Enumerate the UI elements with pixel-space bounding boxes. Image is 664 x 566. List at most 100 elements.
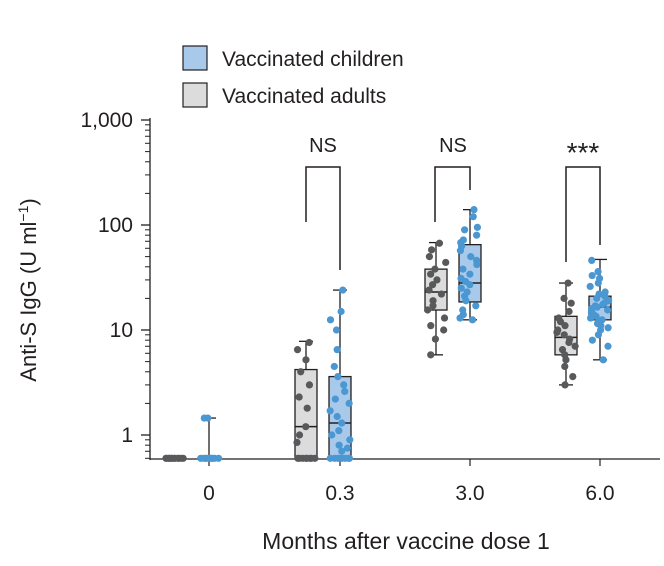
point-adults-0 (174, 454, 183, 462)
point-children-0 (214, 454, 223, 462)
point-adults-3.0 (427, 270, 435, 278)
point-adults-0.3 (305, 338, 313, 347)
point-adults-0.3 (302, 454, 310, 462)
data-points (162, 206, 613, 462)
y-axis-label-text: Anti-S IgG (U ml (16, 222, 41, 382)
point-children-0.3 (328, 431, 336, 439)
point-children-0.3 (338, 419, 346, 427)
point-adults-3.0 (423, 306, 432, 314)
point-children-0.3 (340, 381, 348, 389)
point-adults-3.0 (440, 314, 449, 322)
point-children-0.3 (345, 454, 354, 462)
point-children-3.0 (473, 260, 481, 269)
point-children-0.3 (333, 412, 341, 421)
point-children-0.3 (326, 407, 334, 415)
point-children-6.0 (592, 312, 600, 320)
point-children-0 (200, 414, 208, 422)
significance-brackets: NS NS *** (305, 135, 601, 270)
point-children-0.3 (335, 427, 343, 435)
point-adults-3.0 (427, 322, 435, 330)
y-minor-ticks (145, 124, 150, 459)
point-children-3.0 (462, 297, 470, 305)
point-children-6.0 (588, 336, 597, 344)
point-adults-3.0 (428, 246, 436, 254)
point-children-3.0 (457, 284, 465, 292)
point-children-0.3 (339, 286, 347, 294)
point-adults-6.0 (561, 381, 569, 389)
point-children-0.3 (334, 372, 342, 381)
point-children-6.0 (604, 306, 612, 314)
point-children-3.0 (467, 253, 475, 261)
box-plots (197, 209, 612, 460)
y-tick-label-10: 10 (110, 319, 133, 342)
point-adults-6.0 (560, 294, 568, 302)
point-adults-3.0 (431, 265, 439, 273)
point-adults-3.0 (429, 281, 437, 289)
significance-label-3.0: NS (439, 135, 467, 157)
point-children-6.0 (594, 279, 602, 287)
y-axis-label-superscript: −1 (15, 205, 31, 221)
significance-label-0.3: NS (309, 135, 337, 157)
x-axis-label: Months after vaccine dose 1 (262, 528, 550, 554)
point-children-6.0 (593, 303, 601, 311)
point-children-3.0 (468, 316, 477, 324)
significance-label-6.0: *** (567, 137, 600, 168)
y-tick-label-100: 100 (98, 214, 133, 237)
point-children-3.0 (472, 302, 480, 310)
point-children-3.0 (456, 314, 464, 322)
point-children-6.0 (604, 324, 612, 332)
y-tick-label-1: 1 (121, 424, 133, 447)
point-adults-6.0 (567, 299, 575, 307)
point-children-0.3 (338, 447, 346, 455)
point-adults-0.3 (295, 431, 304, 439)
bracket-0.3 (305, 166, 341, 270)
point-adults-6.0 (553, 328, 561, 336)
point-children-3.0 (469, 213, 477, 221)
point-adults-3.0 (435, 239, 444, 247)
point-children-3.0 (456, 247, 465, 255)
point-adults-3.0 (437, 290, 446, 298)
point-children-0.3 (341, 387, 349, 396)
point-adults-0.3 (295, 393, 303, 401)
point-children-0 (208, 454, 217, 462)
x-tick-label-3.0: 3.0 (455, 482, 484, 505)
point-children-0.3 (346, 436, 354, 444)
point-adults-0.3 (311, 454, 319, 462)
y-axis-label-close: ) (16, 198, 41, 205)
point-children-3.0 (459, 265, 467, 273)
x-tick-label-0.3: 0.3 (325, 482, 354, 505)
bracket-3.0 (434, 166, 471, 222)
point-children-0.3 (335, 441, 343, 449)
point-adults-6.0 (560, 331, 568, 339)
legend-label-vaccinated-children: Vaccinated children (222, 48, 404, 71)
point-children-3.0 (470, 206, 478, 214)
point-adults-6.0 (569, 372, 577, 381)
point-adults-3.0 (425, 253, 434, 261)
point-children-0.3 (337, 307, 345, 316)
point-children-6.0 (599, 356, 607, 364)
point-adults-3.0 (433, 276, 441, 284)
y-major-ticks: 1 10 100 1,000 (80, 109, 150, 447)
point-adults-3.0 (427, 351, 435, 359)
point-children-6.0 (588, 256, 596, 265)
point-children-3.0 (466, 281, 474, 289)
legend-label-vaccinated-adults: Vaccinated adults (222, 85, 386, 108)
point-children-0.3 (345, 399, 353, 407)
point-adults-3.0 (429, 302, 437, 310)
point-adults-0.3 (303, 404, 311, 412)
point-children-3.0 (473, 231, 481, 239)
legend-swatch-vaccinated-children (182, 45, 208, 71)
point-children-3.0 (460, 226, 469, 234)
legend: Vaccinated children Vaccinated adults (182, 45, 404, 108)
point-adults-3.0 (429, 297, 437, 305)
point-adults-3.0 (425, 286, 433, 294)
point-children-6.0 (586, 282, 594, 291)
point-adults-0.3 (297, 368, 305, 376)
point-adults-6.0 (561, 322, 569, 330)
point-adults-0.3 (293, 346, 302, 354)
y-axis-label: Anti-S IgG (U ml−1) (15, 198, 41, 381)
point-adults-6.0 (562, 356, 570, 364)
point-adults-6.0 (565, 338, 573, 347)
point-children-6.0 (599, 300, 607, 309)
